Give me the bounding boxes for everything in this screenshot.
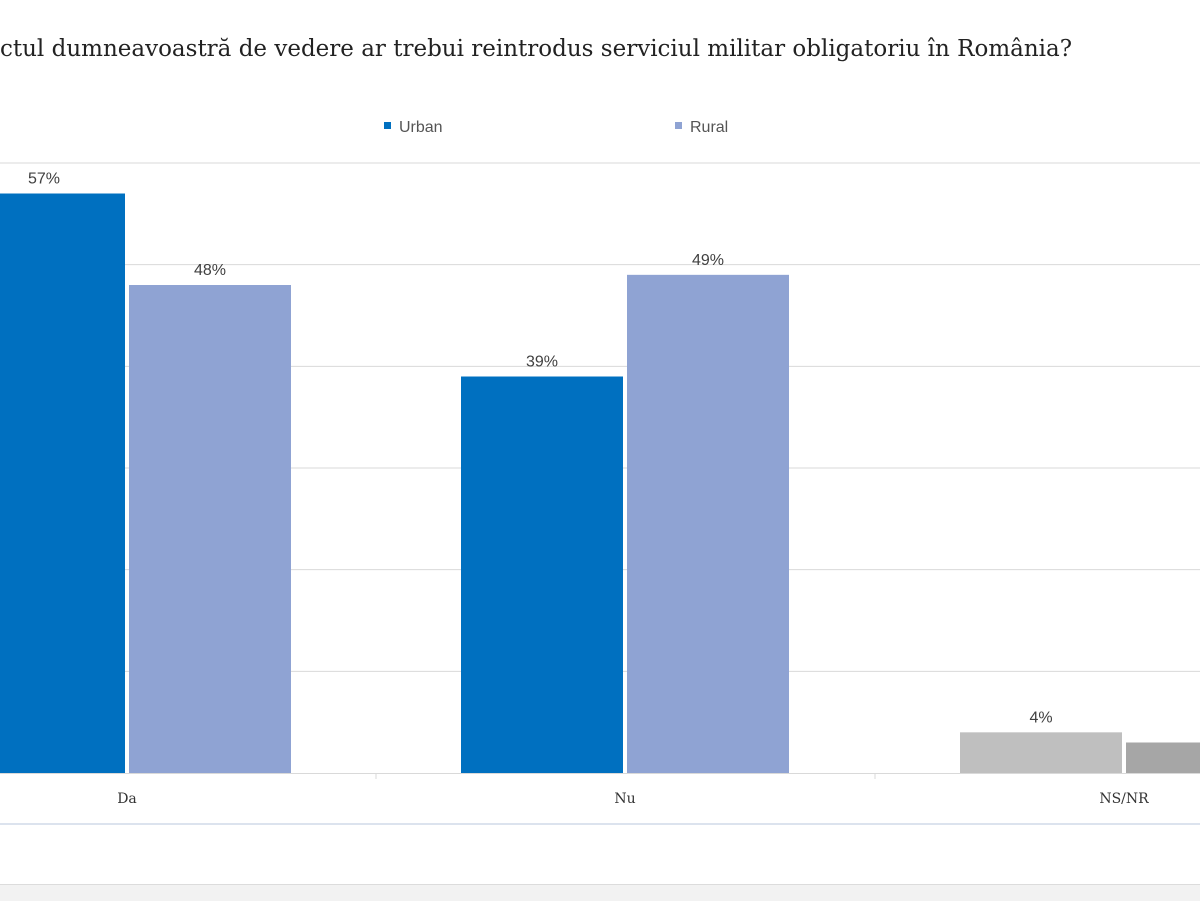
legend-swatch-urban (384, 122, 391, 129)
value-label: 39% (526, 354, 558, 371)
legend-label-rural: Rural (690, 119, 728, 136)
value-label: 57% (28, 171, 60, 188)
legend: Urban Rural (384, 119, 728, 136)
bar-rural-nsnr (1126, 742, 1200, 773)
bar-rural-da (129, 285, 291, 773)
value-labels: 57%48%39%49%4%3 (28, 171, 1053, 727)
value-label: 48% (194, 262, 226, 279)
legend-label-urban: Urban (399, 119, 443, 136)
legend-swatch-rural (675, 122, 682, 129)
category-label: Da (117, 791, 137, 807)
chart-title: ctul dumneavoastră de vedere ar trebui r… (0, 36, 1073, 62)
bottom-scrollbar[interactable] (0, 884, 1200, 901)
bars (0, 193, 1200, 773)
value-label: 4% (1029, 709, 1052, 726)
x-axis (0, 773, 1200, 779)
bar-urban-nu (461, 376, 623, 773)
category-label: NS/NR (1099, 791, 1149, 807)
bar-urban-da (0, 193, 125, 773)
category-labels: Da Nu NS/NR (117, 791, 1149, 807)
value-label: 49% (692, 252, 724, 269)
category-label: Nu (614, 791, 635, 807)
bar-urban-nsnr (960, 732, 1122, 773)
bar-rural-nu (627, 274, 789, 773)
